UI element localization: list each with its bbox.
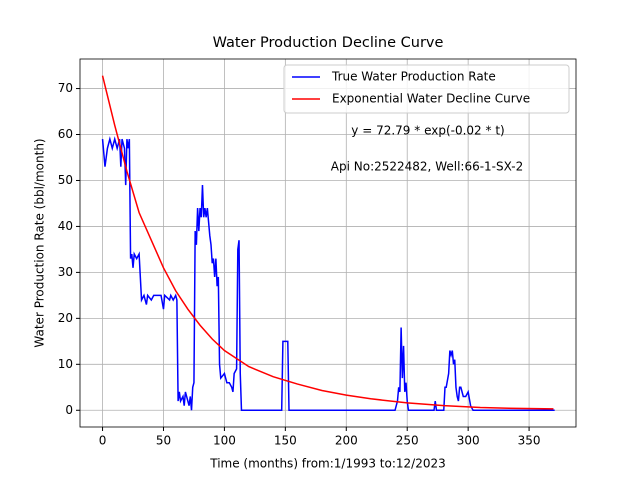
y-tick-label: 40 (58, 219, 73, 233)
x-tick-label: 350 (518, 434, 541, 448)
x-tick-label: 150 (274, 434, 297, 448)
legend-box (283, 64, 570, 114)
plot-frame (79, 58, 577, 428)
x-tick-label: 100 (213, 434, 236, 448)
annotation: y = 72.79 * exp(-0.02 * t) (351, 124, 504, 138)
legend-label: Exponential Water Decline Curve (332, 92, 530, 106)
x-tick-label: 200 (335, 434, 358, 448)
data-line (101, 75, 554, 410)
x-tick-label: 0 (99, 434, 107, 448)
y-tick-label: 10 (58, 357, 73, 371)
y-tick-label: 30 (58, 265, 73, 279)
y-axis-label: Water Production Rate (bbl/month) (33, 138, 47, 347)
y-tick-label: 70 (58, 81, 73, 95)
x-tick-label: 300 (457, 434, 480, 448)
x-axis-label: Time (months) from:1/1993 to:12/2023 (209, 457, 446, 471)
x-tick-label: 50 (156, 434, 171, 448)
y-tick-label: 20 (58, 311, 73, 325)
legend-label: True Water Production Rate (331, 70, 496, 84)
y-tick-label: 0 (65, 403, 73, 417)
data-line (101, 136, 555, 412)
x-tick-label: 250 (396, 434, 419, 448)
annotation: Api No:2522482, Well:66-1-SX-2 (331, 160, 523, 174)
y-tick-label: 50 (58, 173, 73, 187)
y-tick-label: 60 (58, 127, 73, 141)
chart-title: Water Production Decline Curve (213, 35, 444, 51)
